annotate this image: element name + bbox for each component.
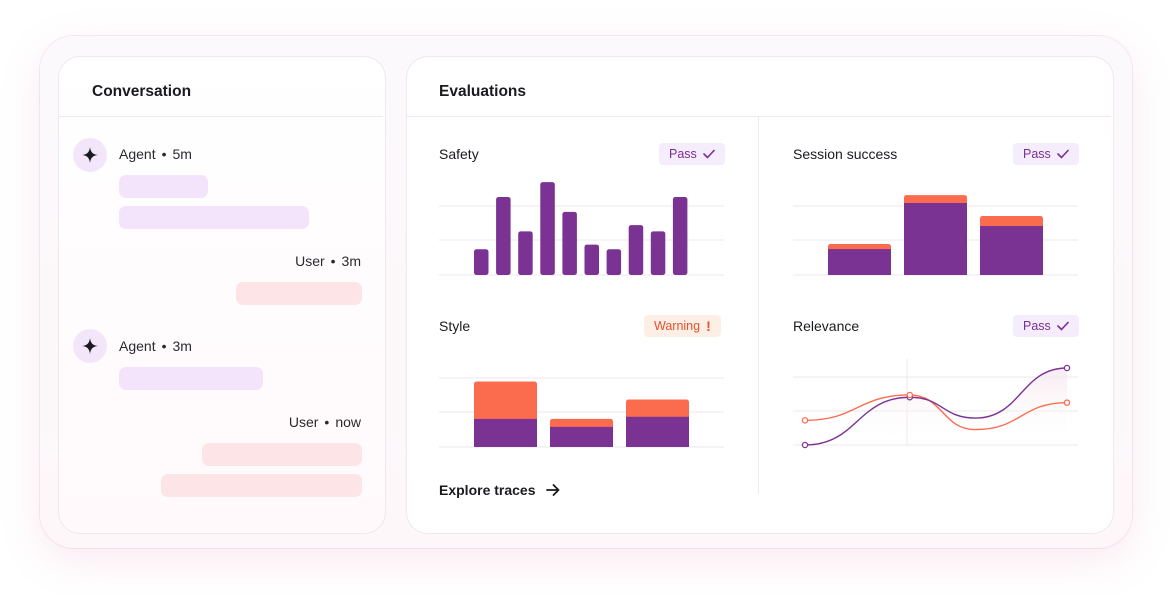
chart-session-bottom-segment (980, 226, 1043, 275)
message-header: Agent • 5m (119, 146, 192, 162)
relevance-line-orange (804, 394, 1068, 431)
message-separator: • (330, 253, 336, 269)
session-success-chart (793, 195, 1078, 276)
chart-session-bottom-segment (828, 249, 891, 275)
explore-traces-link[interactable]: Explore traces (439, 482, 560, 498)
safety-status-badge: Pass (659, 143, 725, 165)
evaluations-card (406, 56, 1114, 534)
safety-bar (518, 231, 533, 275)
message-time: now (335, 414, 361, 430)
safety-bar (584, 244, 599, 275)
safety-bar (562, 211, 577, 275)
relevance-point (801, 441, 809, 449)
chart-style-bottom-segment (626, 416, 689, 447)
safety-bar (474, 249, 489, 275)
evaluations-title: Evaluations (439, 83, 526, 100)
message-time: 3m (341, 253, 361, 269)
message-header: User • now (289, 414, 361, 430)
chart-session-bottom-segment (904, 203, 967, 275)
agent-avatar (73, 138, 107, 172)
conversation-divider (59, 116, 383, 117)
agent-message-bubble (119, 367, 263, 390)
style-status-badge: Warning ! (644, 315, 721, 337)
chart-style-bottom-segment (550, 426, 613, 447)
sparkle-icon (82, 147, 98, 163)
relevance-point (801, 417, 809, 424)
explore-traces-label: Explore traces (439, 482, 536, 498)
message-author: User (295, 253, 325, 269)
check-icon (1056, 321, 1069, 331)
user-message-bubble (236, 282, 362, 305)
user-message-bubble (161, 474, 362, 497)
relevance-chart (793, 359, 1078, 449)
session-success-title: Session success (793, 146, 898, 162)
relevance-point (1063, 399, 1071, 406)
safety-bar (672, 197, 688, 275)
check-icon (702, 149, 715, 159)
check-icon (1056, 149, 1069, 159)
relevance-title: Relevance (793, 318, 860, 334)
message-time: 3m (172, 338, 192, 354)
message-separator: • (161, 146, 167, 162)
evaluations-divider (407, 116, 1111, 117)
message-separator: • (161, 338, 167, 354)
safety-title: Safety (439, 146, 479, 162)
safety-bar (606, 249, 622, 275)
agent-avatar (73, 329, 107, 363)
message-author: Agent (119, 146, 156, 162)
session-success-status-badge: Pass (1013, 143, 1079, 165)
message-author: User (288, 414, 319, 430)
safety-bar (540, 182, 555, 275)
safety-bar (650, 231, 666, 275)
style-chart (439, 377, 724, 448)
user-message-bubble (202, 443, 362, 466)
status-label: Pass (1023, 319, 1051, 333)
safety-bar (628, 225, 644, 275)
safety-chart (439, 182, 724, 276)
status-label: Pass (669, 147, 697, 161)
message-time: 5m (172, 146, 192, 162)
message-author: Agent (119, 338, 156, 354)
conversation-title: Conversation (92, 83, 192, 100)
status-label: Pass (1023, 147, 1051, 161)
relevance-point (906, 391, 914, 399)
relevance-line-purple (804, 367, 1068, 446)
style-title: Style (439, 318, 471, 334)
agent-message-bubble (119, 175, 208, 198)
relevance-status-badge: Pass (1013, 315, 1079, 337)
agent-message-bubble (119, 206, 309, 229)
sparkle-icon (82, 338, 98, 354)
safety-bar (496, 197, 511, 275)
warning-icon: ! (706, 318, 711, 334)
arrow-right-icon (545, 484, 559, 496)
status-label: Warning (654, 319, 701, 333)
chart-style-bottom-segment (474, 418, 537, 447)
message-header: Agent • 3m (119, 338, 192, 354)
relevance-point (1063, 364, 1071, 372)
message-header: User • 3m (295, 253, 361, 269)
panel-divider (758, 117, 759, 494)
message-separator: • (324, 414, 330, 430)
